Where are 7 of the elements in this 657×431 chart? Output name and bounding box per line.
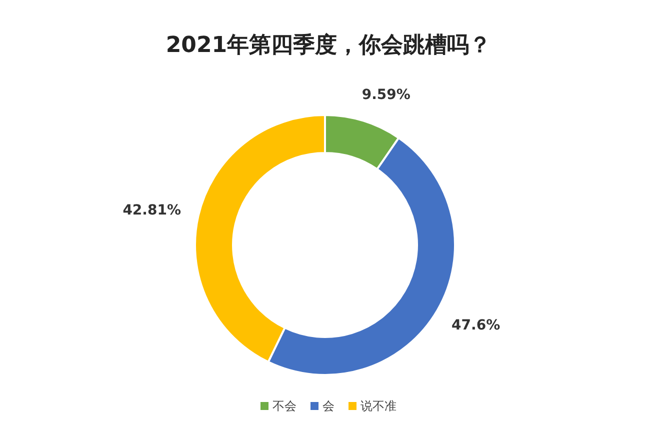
data-label: 47.6% xyxy=(452,317,500,334)
legend-label: 说不准 xyxy=(360,399,396,413)
legend-label: 会 xyxy=(322,399,334,413)
data-label: 42.81% xyxy=(122,202,182,219)
data-label: 9.59% xyxy=(362,87,410,104)
legend-label: 不会 xyxy=(272,399,296,413)
chart-title: 2021年第四季度，你会跳槽吗？ xyxy=(166,32,492,58)
